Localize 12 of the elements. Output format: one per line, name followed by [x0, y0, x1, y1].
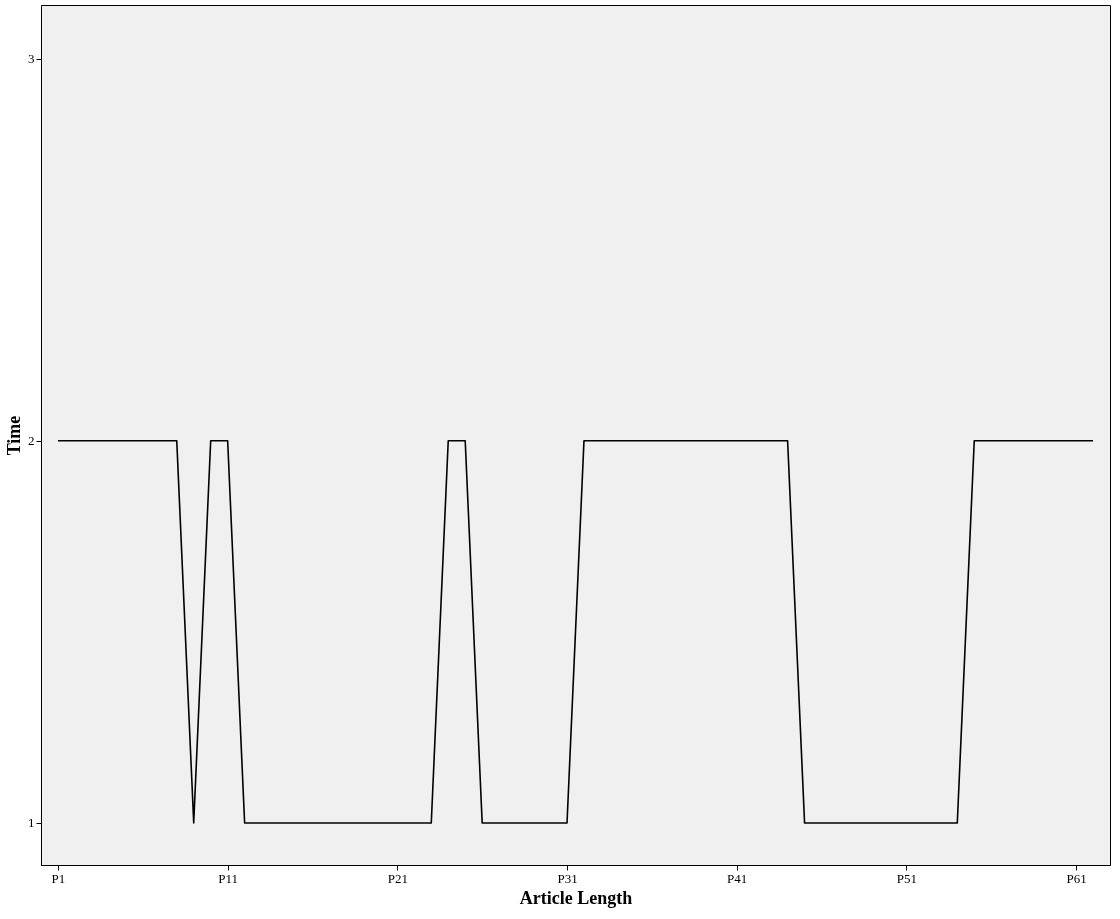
- x-tick-label: P1: [51, 870, 66, 886]
- x-axis-title: Article Length: [519, 887, 633, 908]
- y-tick-label: 3: [28, 51, 35, 67]
- x-tick-label: P51: [896, 870, 917, 886]
- y-axis-title: Time: [4, 415, 24, 456]
- x-tick-label: P11: [218, 870, 239, 886]
- y-tick-label: 1: [28, 815, 35, 831]
- x-tick-label: P41: [727, 870, 748, 886]
- y-tick-label: 2: [28, 433, 35, 449]
- x-tick-label: P31: [557, 870, 578, 886]
- x-tick-label: P61: [1066, 870, 1087, 886]
- x-tick-label: P21: [387, 870, 408, 886]
